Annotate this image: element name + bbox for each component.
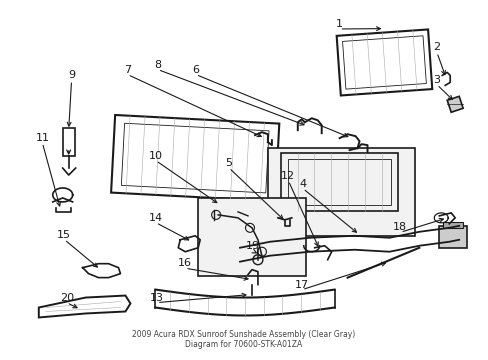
Text: 20: 20 — [60, 293, 74, 303]
Text: 14: 14 — [148, 213, 163, 222]
Text: 18: 18 — [392, 222, 407, 232]
Text: 3: 3 — [432, 75, 440, 85]
Text: 6: 6 — [192, 64, 199, 75]
Text: 17: 17 — [294, 280, 308, 290]
Bar — [198, 198, 305, 276]
Bar — [267, 148, 414, 236]
Text: 9: 9 — [68, 70, 75, 80]
Text: 8: 8 — [154, 59, 161, 69]
Bar — [442, 222, 462, 228]
Text: 4: 4 — [299, 179, 306, 189]
Text: 19: 19 — [245, 241, 260, 251]
Bar — [62, 128, 75, 156]
Text: 1: 1 — [335, 19, 342, 29]
Text: 16: 16 — [178, 258, 192, 268]
Text: 2009 Acura RDX Sunroof Sunshade Assembly (Clear Gray)
Diagram for 70600-STK-A01Z: 2009 Acura RDX Sunroof Sunshade Assembly… — [132, 330, 355, 349]
Text: 11: 11 — [35, 133, 49, 143]
Text: 15: 15 — [57, 230, 71, 239]
Bar — [438, 226, 466, 248]
Polygon shape — [447, 96, 462, 112]
Text: 10: 10 — [148, 150, 163, 161]
Text: 5: 5 — [225, 158, 232, 168]
Text: 13: 13 — [149, 293, 163, 303]
Text: 2: 2 — [432, 42, 440, 52]
Text: 7: 7 — [124, 64, 131, 75]
Text: 12: 12 — [281, 171, 295, 181]
